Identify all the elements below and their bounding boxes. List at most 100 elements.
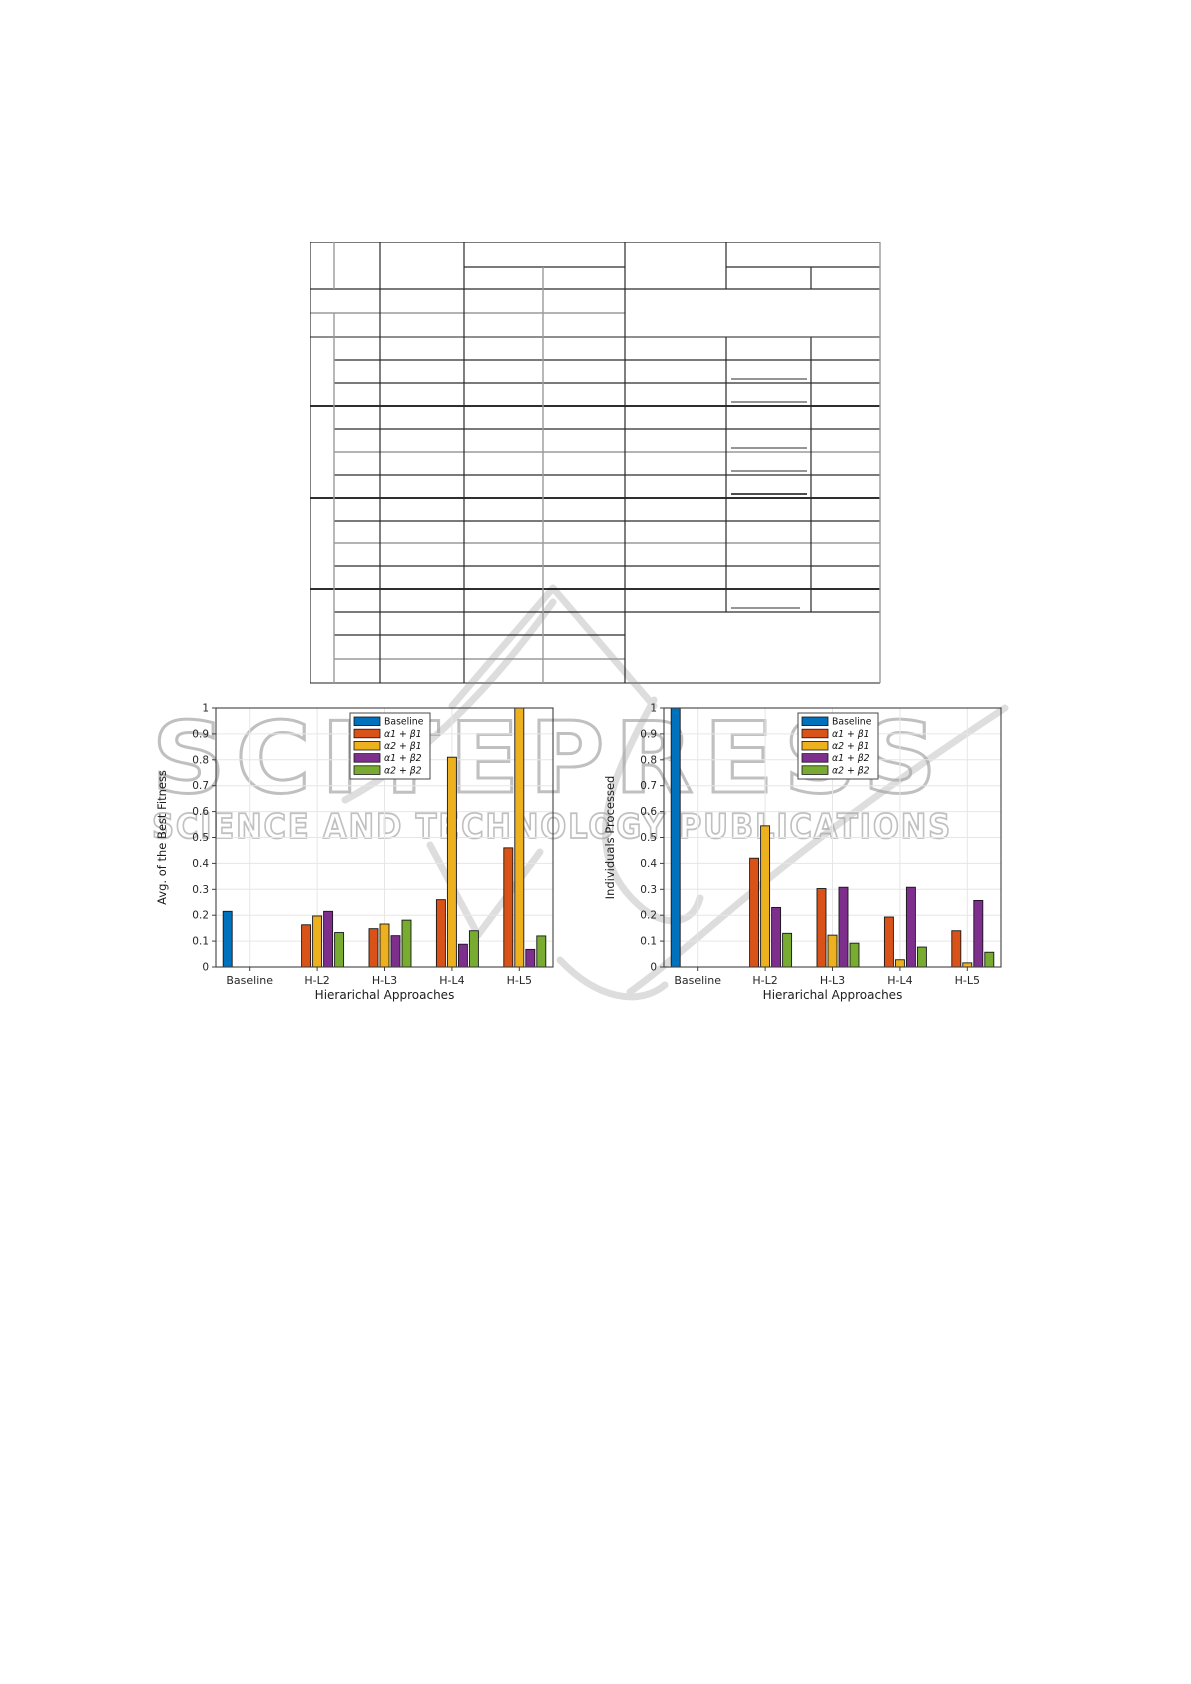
bars [222, 707, 547, 968]
legend-swatch [801, 728, 829, 739]
x-tick-label: H-L2 [304, 974, 329, 987]
legend-label: α1 + β2 [832, 753, 870, 764]
legend-label: α2 + β1 [832, 741, 870, 752]
y-tick-label: 0.9 [192, 728, 209, 740]
bar-H-L2-s3 [323, 910, 334, 968]
bar-H-L3-s2 [827, 934, 838, 968]
legend-swatch [801, 753, 829, 763]
x-tick-label: H-L3 [372, 974, 397, 987]
legend-label: Baseline [384, 717, 424, 728]
figure-avg-best-fitness: 0 0.1 0.2 0.3 0.4 0.5 0.6 0.7 0.8 0.9 1 Baseline H-L… [150, 700, 580, 1015]
y-tick-label: 0.7 [192, 780, 209, 792]
y-tick-label: 0.2 [192, 910, 209, 922]
x-tick-label: H-L5 [507, 974, 532, 987]
bar-H-L5-s2 [962, 962, 973, 968]
bar-H-L4-s4 [916, 946, 927, 968]
bar-H-L3-s3 [390, 935, 401, 968]
empty-table-grid [309, 241, 881, 684]
bar-H-L4-s1 [883, 916, 894, 968]
x-tick-label: H-L4 [439, 974, 464, 987]
y-axis-label: Individuals Processed [603, 776, 617, 900]
bar-H-L5-s1 [503, 847, 514, 968]
y-tick-label: 0 [202, 962, 209, 974]
legend-swatch [353, 728, 381, 739]
x-tick-label: H-L5 [955, 974, 980, 987]
x-tick-label: Baseline [226, 974, 273, 987]
legend-swatch [353, 753, 381, 763]
x-tick-label: H-L2 [752, 974, 777, 987]
y-tick-label: 0.7 [640, 780, 657, 792]
y-tick-label: 0.4 [192, 858, 209, 870]
y-tick-label: 0.4 [640, 858, 657, 870]
x-tick-label: H-L3 [820, 974, 845, 987]
ticks [660, 707, 968, 971]
legend-swatch [801, 765, 829, 775]
legend-label: α2 + β2 [832, 765, 870, 776]
x-tick-label: H-L4 [887, 974, 912, 987]
figure-individuals-processed: 0 0.1 0.2 0.3 0.4 0.5 0.6 0.7 0.8 0.9 1 Baseline H-L… [598, 700, 1028, 1015]
legend-label: α2 + β2 [384, 765, 422, 776]
y-tick-label: 0.3 [192, 884, 209, 896]
y-tick-label: 0.6 [192, 806, 209, 818]
legend-swatch [353, 765, 381, 775]
y-axis-label: Avg. of the Best Fitness [155, 770, 169, 905]
bar-H-L5-s3 [525, 948, 536, 968]
y-tick-label: 0.9 [640, 728, 657, 740]
y-tick-label: 0.2 [640, 910, 657, 922]
bar-H-L5-s4 [984, 951, 995, 968]
y-tick-label: 0.8 [640, 754, 657, 766]
y-tick-label: 0.5 [640, 832, 657, 844]
bar-H-L2-s2 [312, 915, 323, 968]
results-table [309, 241, 881, 688]
y-tick-label: 1 [650, 703, 657, 715]
bar-H-L4-s1 [435, 899, 446, 968]
bar-H-L2-s1 [301, 924, 312, 968]
bar-chart: 0 0.1 0.2 0.3 0.4 0.5 0.6 0.7 0.8 0.9 1 Baseline H-L… [603, 703, 1002, 1002]
legend-label: α1 + β1 [832, 729, 870, 740]
bar-H-L4-s2 [446, 756, 457, 968]
bar-H-L5-s3 [973, 899, 984, 968]
bar-H-L5-s2 [514, 707, 525, 968]
legend-swatch [801, 741, 829, 751]
bar-H-L5-s1 [951, 930, 962, 968]
bar-H-L2-s1 [749, 857, 760, 968]
bar-H-L3-s2 [379, 923, 390, 968]
bar-H-L4-s2 [894, 959, 905, 968]
y-tick-label: 0.3 [640, 884, 657, 896]
legend-label: α1 + β2 [384, 753, 422, 764]
bar-H-L3-s4 [849, 942, 860, 968]
legend-label: α1 + β1 [384, 729, 422, 740]
legend-swatch [801, 716, 829, 727]
legend-swatch [353, 741, 381, 751]
legend-label: α2 + β1 [384, 741, 422, 752]
bar-H-L2-s2 [760, 825, 771, 968]
bar-H-L5-s4 [536, 935, 547, 968]
bar-H-L4-s4 [468, 930, 479, 968]
bar-H-L3-s1 [816, 888, 827, 968]
x-tick-label: Baseline [674, 974, 721, 987]
bar-H-L3-s4 [401, 919, 412, 968]
x-axis-label: Hierarichal Approaches [763, 988, 903, 1002]
legend-swatch [353, 716, 381, 727]
bar-H-L3-s1 [368, 928, 379, 968]
bar-H-L2-s4 [782, 932, 793, 968]
bar-H-L4-s3 [457, 943, 468, 968]
bar-chart: 0 0.1 0.2 0.3 0.4 0.5 0.6 0.7 0.8 0.9 1 Baseline H-L… [155, 703, 554, 1002]
y-tick-label: 0.1 [640, 936, 657, 948]
y-tick-label: 0.1 [192, 936, 209, 948]
bar-Baseline-s0 [670, 707, 681, 968]
x-axis-label: Hierarichal Approaches [315, 988, 455, 1002]
y-tick-label: 0.5 [192, 832, 209, 844]
bar-H-L2-s4 [334, 932, 345, 968]
y-tick-label: 0.6 [640, 806, 657, 818]
legend-label: Baseline [832, 717, 872, 728]
y-tick-label: 0 [650, 962, 657, 974]
y-tick-label: 1 [202, 703, 209, 715]
bar-H-L4-s3 [905, 886, 916, 968]
bar-H-L2-s3 [771, 906, 782, 968]
bar-H-L3-s3 [838, 886, 849, 968]
y-tick-label: 0.8 [192, 754, 209, 766]
